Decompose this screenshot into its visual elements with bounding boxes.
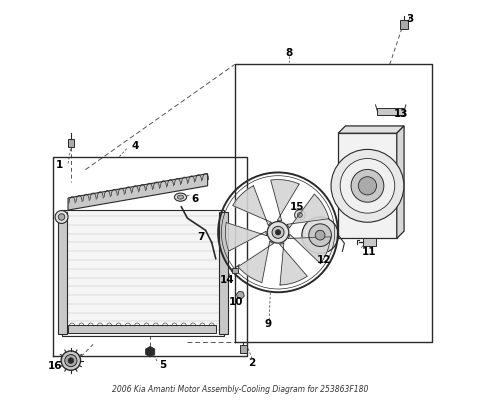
- Polygon shape: [225, 223, 266, 252]
- FancyBboxPatch shape: [58, 213, 67, 335]
- Circle shape: [351, 170, 384, 202]
- FancyBboxPatch shape: [363, 239, 376, 247]
- Circle shape: [61, 351, 81, 371]
- Polygon shape: [288, 235, 331, 264]
- Ellipse shape: [177, 196, 184, 200]
- FancyBboxPatch shape: [219, 213, 228, 335]
- Text: 4: 4: [131, 141, 139, 151]
- Circle shape: [65, 355, 77, 367]
- Text: 9: 9: [265, 319, 272, 328]
- Text: 2: 2: [249, 357, 256, 367]
- FancyBboxPatch shape: [231, 268, 238, 273]
- Circle shape: [267, 222, 289, 243]
- Polygon shape: [68, 326, 216, 334]
- Text: 13: 13: [394, 109, 408, 119]
- Text: 11: 11: [361, 246, 376, 256]
- Circle shape: [276, 230, 281, 235]
- Text: 8: 8: [285, 48, 292, 58]
- Circle shape: [340, 159, 395, 213]
- Circle shape: [302, 217, 338, 254]
- Text: 16: 16: [48, 360, 63, 370]
- Circle shape: [359, 177, 376, 196]
- Text: 5: 5: [159, 359, 167, 369]
- Text: 10: 10: [228, 296, 243, 306]
- Text: 15: 15: [289, 202, 304, 211]
- Text: 7: 7: [197, 232, 205, 242]
- Polygon shape: [233, 186, 271, 226]
- Polygon shape: [338, 127, 404, 134]
- Polygon shape: [62, 211, 224, 337]
- Text: 3: 3: [406, 14, 414, 24]
- Circle shape: [309, 224, 332, 247]
- Circle shape: [272, 227, 284, 239]
- Text: 14: 14: [220, 274, 234, 284]
- Polygon shape: [238, 241, 274, 283]
- Polygon shape: [397, 127, 404, 239]
- Circle shape: [59, 214, 65, 221]
- Circle shape: [315, 231, 325, 241]
- Circle shape: [55, 211, 68, 224]
- Text: 12: 12: [317, 254, 331, 264]
- FancyBboxPatch shape: [400, 21, 408, 30]
- Circle shape: [298, 213, 302, 218]
- Circle shape: [295, 210, 305, 221]
- Polygon shape: [68, 174, 208, 211]
- Circle shape: [68, 358, 74, 364]
- Polygon shape: [287, 195, 329, 228]
- Text: 1: 1: [56, 159, 63, 169]
- Circle shape: [331, 150, 404, 223]
- Text: 2006 Kia Amanti Motor Assembly-Cooling Diagram for 253863F180: 2006 Kia Amanti Motor Assembly-Cooling D…: [112, 384, 368, 393]
- FancyBboxPatch shape: [377, 109, 404, 116]
- Text: 6: 6: [192, 194, 199, 203]
- FancyBboxPatch shape: [338, 134, 397, 239]
- Polygon shape: [271, 180, 299, 222]
- FancyBboxPatch shape: [240, 345, 247, 353]
- Polygon shape: [280, 243, 307, 285]
- Ellipse shape: [174, 194, 187, 202]
- FancyBboxPatch shape: [68, 140, 74, 148]
